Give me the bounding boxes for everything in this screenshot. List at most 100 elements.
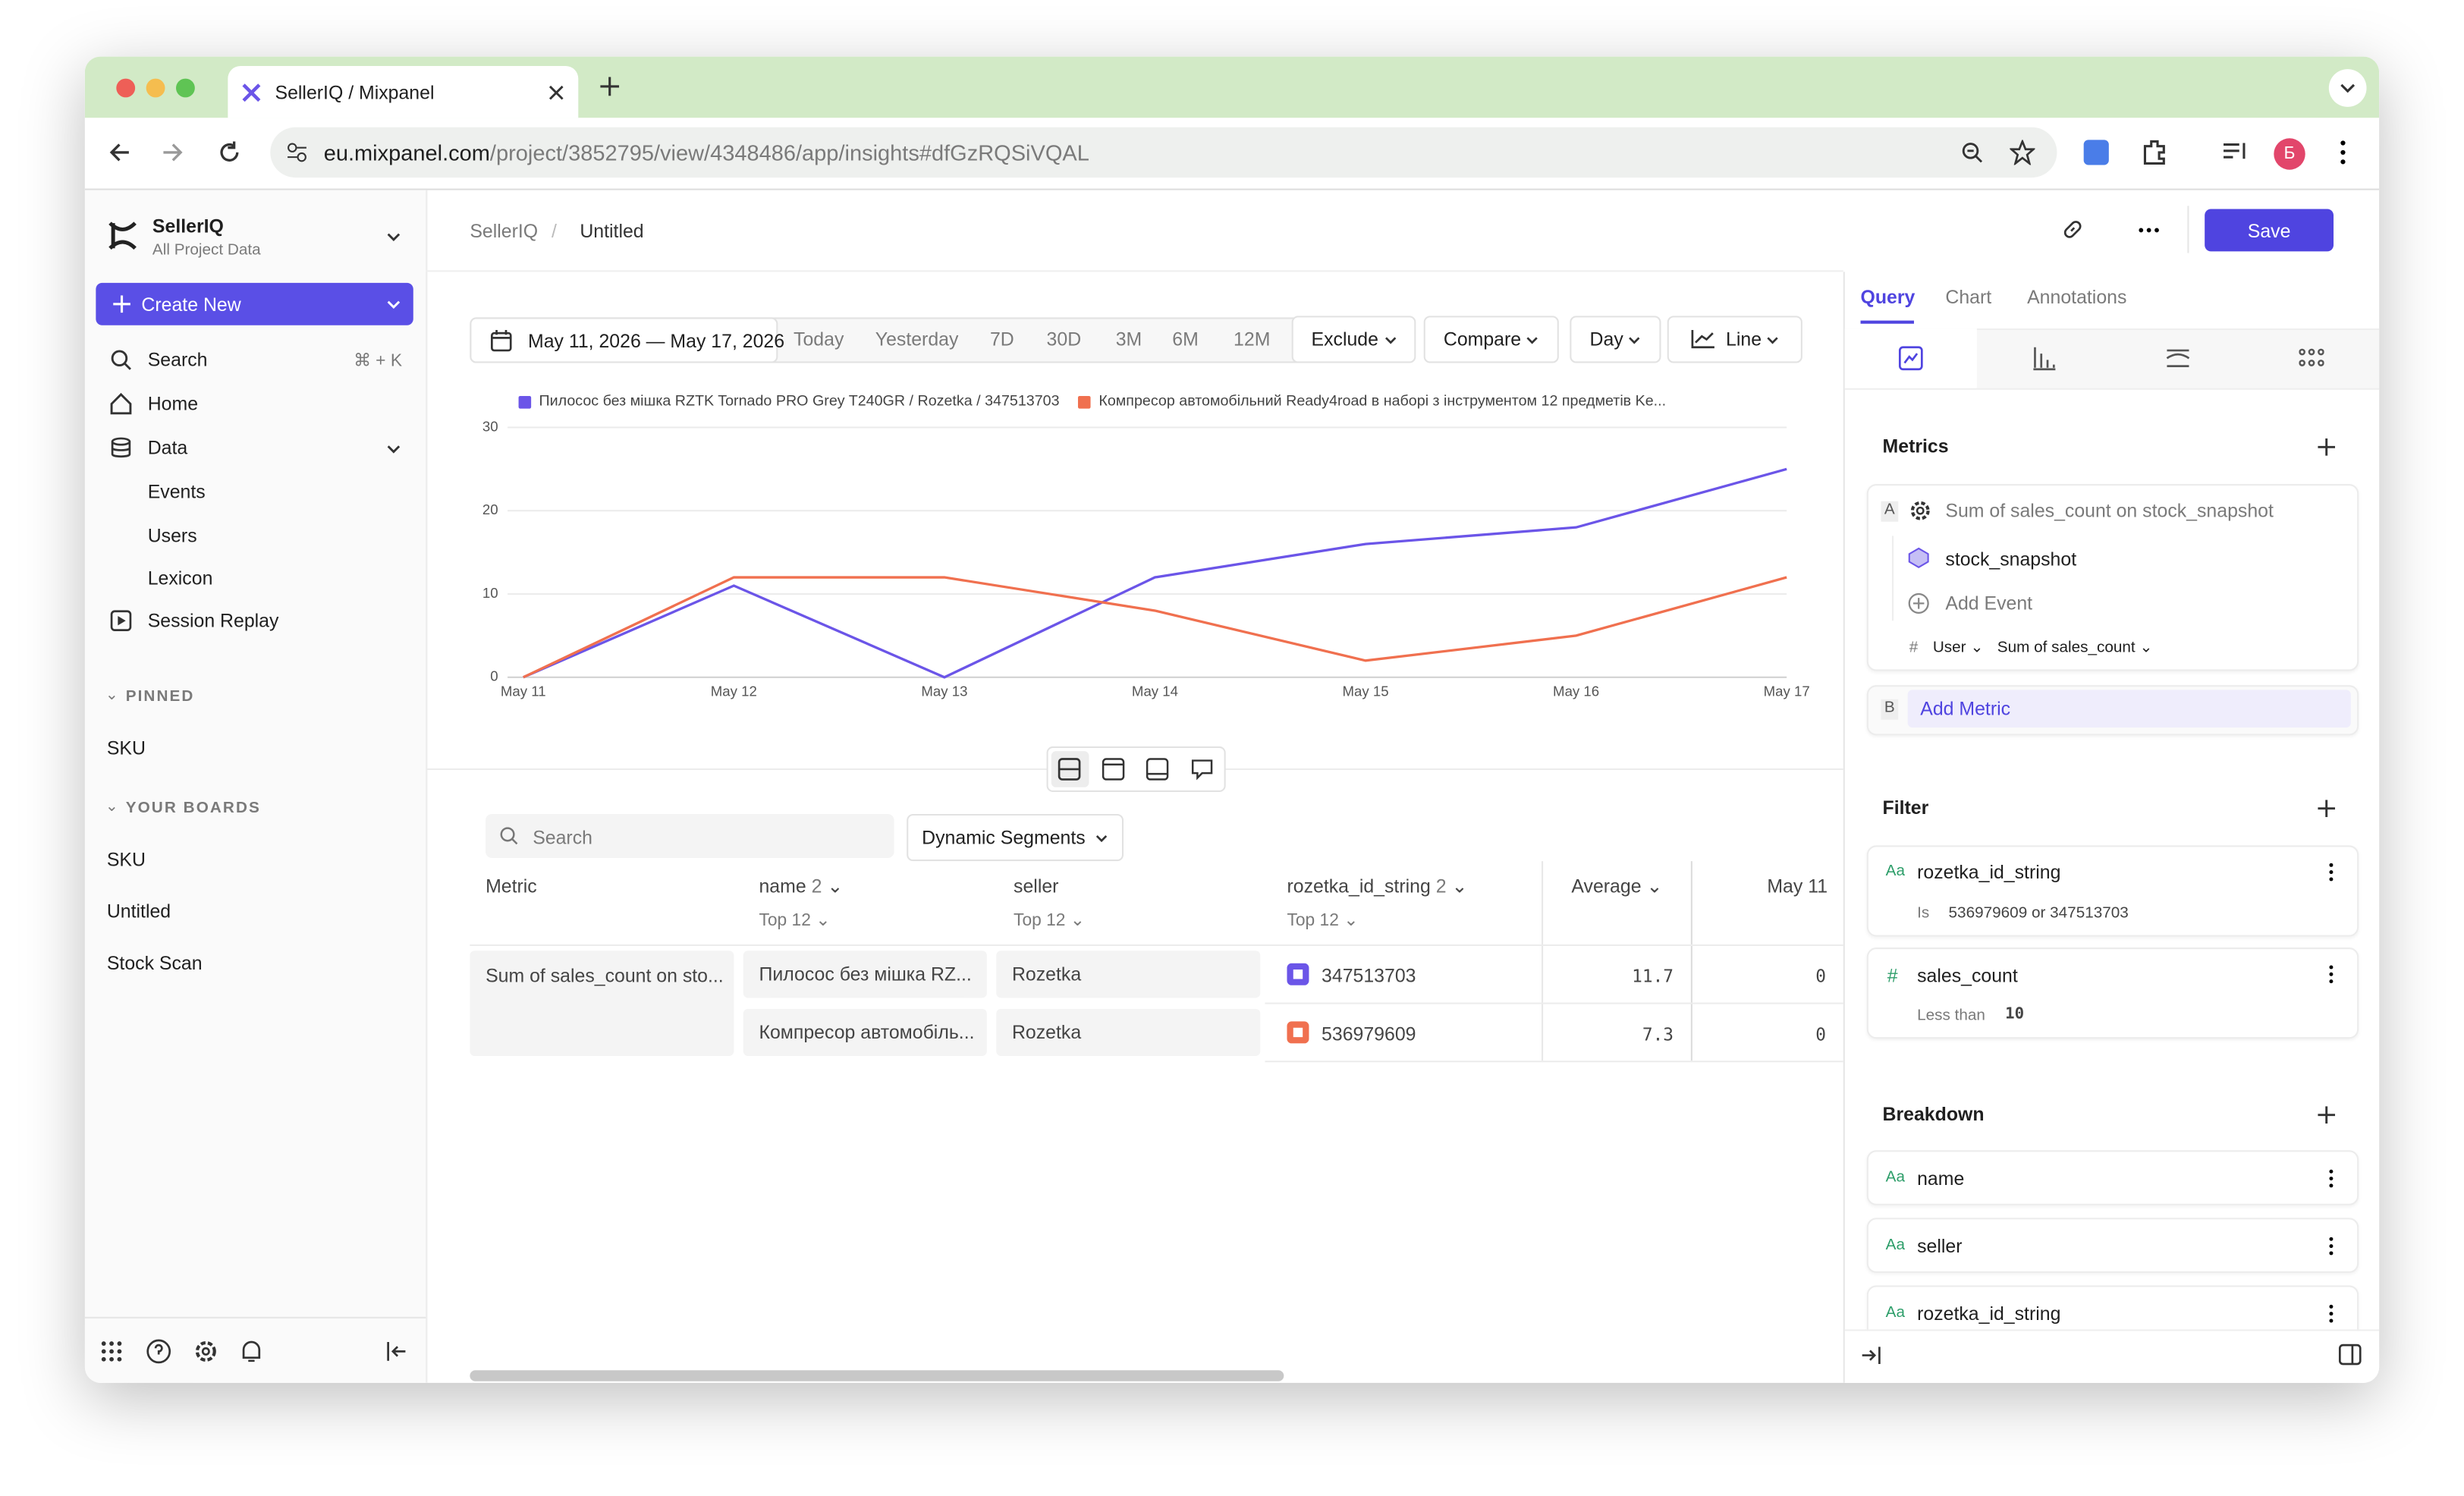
tab-close[interactable]	[548, 85, 564, 101]
more-menu[interactable]	[2139, 228, 2159, 233]
report-type-retention[interactable]	[2299, 347, 2324, 369]
filter-card[interactable]	[1866, 948, 2359, 1039]
h-scrollbar[interactable]	[470, 1370, 1284, 1381]
range-12m[interactable]: 12M	[1234, 328, 1271, 350]
legend-item[interactable]: Пилосос без мішка RZTK Tornado PRO Grey …	[518, 393, 1060, 410]
range-7d[interactable]: 7D	[989, 328, 1014, 350]
new-tab[interactable]	[600, 77, 620, 96]
date-range[interactable]: May 11, 2026 — May 17, 2026	[470, 317, 784, 363]
add-filter-plus[interactable]	[2318, 800, 2336, 818]
report-type-flows[interactable]	[2165, 346, 2190, 371]
reload[interactable]	[218, 141, 240, 163]
notifications-icon[interactable]	[239, 1339, 264, 1364]
add-breakdown-plus[interactable]	[2318, 1106, 2336, 1124]
breakdown-menu[interactable]	[2329, 1169, 2334, 1188]
col-average[interactable]: Average ⌄	[1571, 875, 1663, 897]
breadcrumb-project[interactable]: SellerIQ	[470, 219, 539, 242]
collapse-panel[interactable]	[1862, 1347, 1881, 1364]
board-item[interactable]: SKU	[106, 848, 146, 871]
col-id-top[interactable]: Top 12 ⌄	[1287, 911, 1359, 931]
chart-type-dropdown[interactable]: Line	[1667, 316, 1802, 363]
pinned-title[interactable]: PINNED	[125, 688, 195, 706]
apps-icon[interactable]	[101, 1340, 123, 1362]
event-name[interactable]: stock_snapshot	[1945, 548, 2077, 570]
report-type-active[interactable]	[1844, 328, 1977, 388]
measure-user[interactable]: User ⌄	[1932, 640, 1984, 657]
nav-users[interactable]: Users	[147, 524, 197, 547]
nav-home[interactable]: Home	[147, 392, 199, 415]
nav-session-replay[interactable]: Session Replay	[147, 609, 279, 632]
data-chevron[interactable]	[387, 445, 401, 454]
save-button[interactable]: Save	[2205, 209, 2334, 252]
breakdown-card[interactable]	[1866, 1285, 2359, 1331]
close-dot[interactable]	[116, 78, 136, 98]
nav-lexicon[interactable]: Lexicon	[147, 567, 213, 589]
filter-menu[interactable]	[2329, 863, 2334, 882]
add-metric-field[interactable]	[1907, 690, 2351, 728]
zoom-icon[interactable]	[1961, 141, 1983, 163]
toggle-panel[interactable]	[2338, 1344, 2362, 1366]
board-item[interactable]: Stock Scan	[106, 952, 203, 975]
segments-dropdown[interactable]: Dynamic Segments	[907, 813, 1124, 862]
compare-dropdown[interactable]: Compare	[1423, 316, 1559, 363]
filter-menu[interactable]	[2329, 965, 2334, 984]
address-bar[interactable]: eu.mixpanel.com/project/3852795/view/434…	[270, 127, 2057, 178]
nav-search[interactable]: Search	[147, 348, 208, 371]
table-search[interactable]: Search	[486, 813, 894, 858]
nav-events[interactable]: Events	[147, 480, 206, 503]
range-3m[interactable]: 3M	[1115, 328, 1142, 350]
help-icon[interactable]	[146, 1339, 171, 1364]
measure-type[interactable]: Sum of sales_count ⌄	[1997, 640, 2153, 657]
metric-a-label[interactable]: Sum of sales_count on stock_snapshot	[1945, 499, 2274, 522]
translate-ext[interactable]	[2083, 140, 2109, 165]
add-event[interactable]: Add Event	[1945, 592, 2033, 614]
add-metric[interactable]: Add Metric	[1920, 697, 2011, 720]
breadcrumb-report[interactable]: Untitled	[580, 219, 644, 242]
browser-menu[interactable]	[2340, 140, 2346, 165]
legend-item[interactable]: Компресор автомобільний Ready4road в наб…	[1078, 393, 1666, 410]
col-name-top[interactable]: Top 12 ⌄	[759, 911, 831, 931]
minimize-dot[interactable]	[146, 78, 165, 98]
range-today[interactable]: Today	[794, 328, 844, 350]
bookmark[interactable]	[2010, 140, 2035, 165]
profile[interactable]: Б	[2274, 138, 2305, 170]
interval-dropdown[interactable]: Day	[1570, 316, 1661, 363]
tab-query[interactable]: Query	[1860, 285, 1916, 308]
tab-chart[interactable]: Chart	[1945, 285, 1992, 308]
media[interactable]	[2222, 141, 2247, 163]
breakdown-card[interactable]	[1866, 1218, 2359, 1273]
extensions[interactable]	[2140, 138, 2168, 166]
row-swatch[interactable]	[1287, 1021, 1309, 1044]
filter-card[interactable]	[1866, 845, 2359, 937]
pinned-item[interactable]: SKU	[106, 737, 146, 759]
range-6m[interactable]: 6M	[1172, 328, 1199, 350]
col-seller-top[interactable]: Top 12 ⌄	[1014, 911, 1085, 931]
row-swatch[interactable]	[1287, 963, 1309, 985]
breakdown-card[interactable]	[1866, 1150, 2359, 1205]
range-yesterday[interactable]: Yesterday	[875, 328, 959, 350]
col-name[interactable]: name 2 ⌄	[759, 875, 844, 897]
collapse-sidebar[interactable]	[387, 1341, 407, 1361]
project-chevron[interactable]	[387, 233, 401, 242]
tab-menu[interactable]	[2328, 69, 2367, 107]
settings-icon[interactable]	[193, 1339, 218, 1364]
nav-data[interactable]: Data	[147, 436, 188, 459]
project-name[interactable]: SellerIQ	[152, 215, 224, 237]
back[interactable]	[108, 141, 130, 163]
exclude-dropdown[interactable]: Exclude	[1291, 316, 1416, 363]
boards-title[interactable]: YOUR BOARDS	[125, 800, 261, 818]
active-tab[interactable]: SellerIQ / Mixpanel	[228, 65, 579, 118]
forward[interactable]	[162, 141, 184, 163]
breakdown-menu[interactable]	[2329, 1304, 2334, 1323]
range-30d[interactable]: 30D	[1046, 328, 1082, 350]
zoom-dot[interactable]	[175, 78, 195, 98]
board-item[interactable]: Untitled	[106, 900, 171, 922]
report-type-funnel[interactable]	[2032, 346, 2057, 371]
breakdown-menu[interactable]	[2329, 1237, 2334, 1256]
tab-annotations[interactable]: Annotations	[2027, 285, 2127, 308]
copy-link[interactable]	[2062, 218, 2084, 240]
create-new[interactable]: Create New	[96, 282, 413, 325]
site-info[interactable]	[286, 141, 308, 163]
add-metric-plus[interactable]	[2318, 438, 2336, 456]
col-id[interactable]: rozetka_id_string 2 ⌄	[1287, 875, 1468, 897]
